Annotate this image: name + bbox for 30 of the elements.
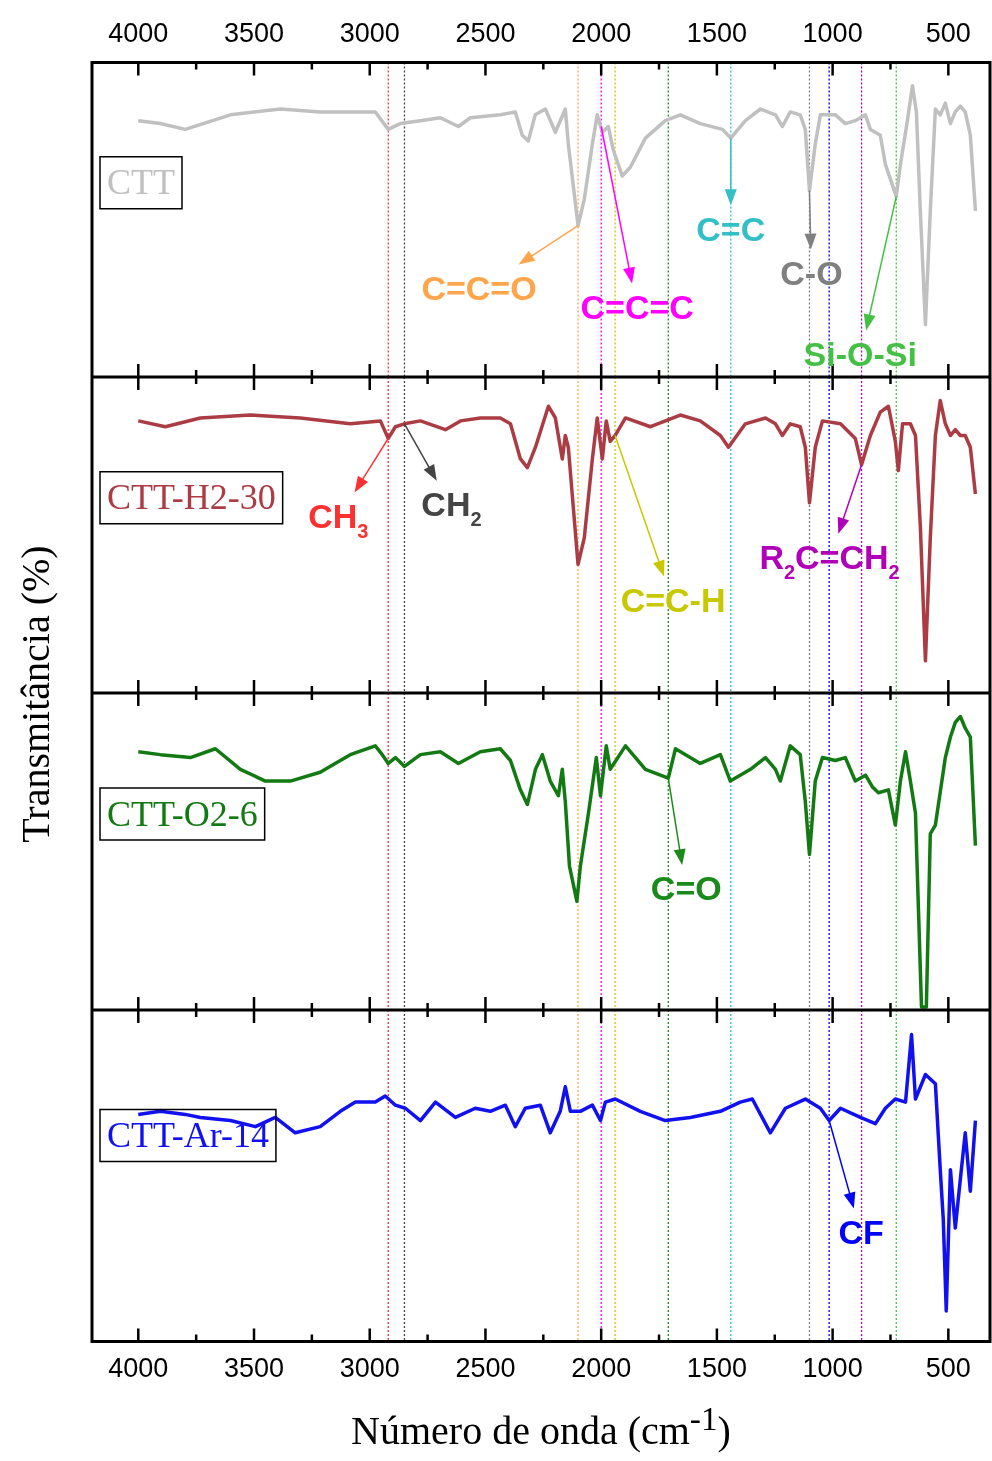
annotation: C=C=C bbox=[580, 287, 694, 326]
series-label: CTT-H2-30 bbox=[107, 477, 276, 518]
x-tick-label: 4000 bbox=[108, 1353, 169, 1384]
series-label: CTT bbox=[107, 162, 175, 203]
x-tick-label: 3500 bbox=[223, 17, 285, 48]
x-tick-label: 2000 bbox=[571, 1353, 632, 1384]
series-label: CTT-O2-6 bbox=[107, 793, 258, 834]
annotation: C=C bbox=[696, 209, 766, 248]
x-tick-label: 1500 bbox=[686, 17, 747, 48]
x-tick-label: 1000 bbox=[802, 1353, 863, 1384]
annotation: Si-O-Si bbox=[803, 334, 917, 373]
x-tick-label: 500 bbox=[925, 1353, 971, 1384]
x-tick-label: 2500 bbox=[455, 17, 516, 48]
x-tick-label: 3000 bbox=[339, 17, 400, 48]
x-tick-label: 500 bbox=[925, 17, 971, 48]
y-axis-title: Transmitância (%) bbox=[11, 545, 59, 843]
annotation: C=C-H bbox=[620, 580, 726, 619]
x-tick-label: 3500 bbox=[223, 1353, 285, 1384]
x-tick-label: 1000 bbox=[802, 17, 863, 48]
x-tick-label: 3000 bbox=[339, 1353, 400, 1384]
x-tick-label: 4000 bbox=[108, 17, 169, 48]
annotation: CF bbox=[838, 1212, 884, 1251]
series-label: CTT-Ar-14 bbox=[107, 1114, 269, 1155]
annotation: C=O bbox=[650, 869, 722, 908]
annotation: C-O bbox=[780, 253, 843, 292]
x-tick-label: 1500 bbox=[686, 1353, 747, 1384]
annotation: C=C=O bbox=[421, 268, 537, 307]
x-axis-title: Número de onda (cm$^{-1}$) bbox=[350, 1400, 732, 1455]
x-tick-label: 2500 bbox=[455, 1353, 516, 1384]
x-tick-label: 2000 bbox=[571, 17, 632, 48]
